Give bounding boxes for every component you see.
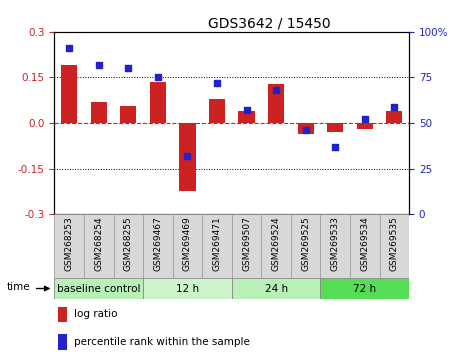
Text: baseline control: baseline control <box>57 284 140 293</box>
Point <box>65 45 73 51</box>
Text: log ratio: log ratio <box>74 309 117 320</box>
Bar <box>268 84 284 123</box>
Bar <box>84 214 114 278</box>
Bar <box>357 123 373 129</box>
Bar <box>379 214 409 278</box>
Text: GDS3642 / 15450: GDS3642 / 15450 <box>208 16 331 30</box>
Point <box>243 107 250 113</box>
Bar <box>320 214 350 278</box>
Bar <box>238 111 254 123</box>
Point <box>332 144 339 149</box>
Bar <box>150 82 166 123</box>
Bar <box>120 106 136 123</box>
Point <box>154 75 162 80</box>
Text: GSM269533: GSM269533 <box>331 216 340 271</box>
Text: GSM269524: GSM269524 <box>272 216 280 271</box>
Bar <box>320 278 409 299</box>
Bar <box>58 334 67 350</box>
Bar <box>61 65 77 123</box>
Bar <box>386 111 403 123</box>
Bar <box>209 99 225 123</box>
Point <box>124 65 132 71</box>
Text: 72 h: 72 h <box>353 284 377 293</box>
Text: GSM268255: GSM268255 <box>124 216 133 271</box>
Bar <box>327 123 343 132</box>
Point <box>391 104 398 109</box>
Bar <box>173 214 202 278</box>
Bar <box>350 214 379 278</box>
Bar <box>261 214 291 278</box>
Bar <box>54 278 143 299</box>
Text: GSM269471: GSM269471 <box>212 216 221 271</box>
Bar <box>179 123 195 192</box>
Text: percentile rank within the sample: percentile rank within the sample <box>74 337 250 347</box>
Bar <box>143 278 232 299</box>
Point <box>302 127 309 133</box>
Text: GSM269535: GSM269535 <box>390 216 399 271</box>
Text: GSM269507: GSM269507 <box>242 216 251 271</box>
Text: GSM268254: GSM268254 <box>94 216 103 271</box>
Point <box>184 153 191 159</box>
Text: GSM269467: GSM269467 <box>153 216 162 271</box>
Bar <box>202 214 232 278</box>
Point <box>95 62 103 68</box>
Point <box>272 87 280 93</box>
Bar <box>114 214 143 278</box>
Bar <box>232 278 320 299</box>
Text: time: time <box>7 282 30 292</box>
Bar <box>58 307 67 322</box>
Point <box>361 116 368 122</box>
Bar <box>291 214 320 278</box>
Bar <box>232 214 261 278</box>
Bar <box>298 123 314 134</box>
Text: GSM269534: GSM269534 <box>360 216 369 271</box>
Text: GSM269525: GSM269525 <box>301 216 310 271</box>
Text: 12 h: 12 h <box>176 284 199 293</box>
Point <box>213 80 221 86</box>
Text: 24 h: 24 h <box>264 284 288 293</box>
Text: GSM268253: GSM268253 <box>65 216 74 271</box>
Bar <box>91 102 107 123</box>
Bar <box>54 214 84 278</box>
Bar <box>143 214 173 278</box>
Text: GSM269469: GSM269469 <box>183 216 192 271</box>
